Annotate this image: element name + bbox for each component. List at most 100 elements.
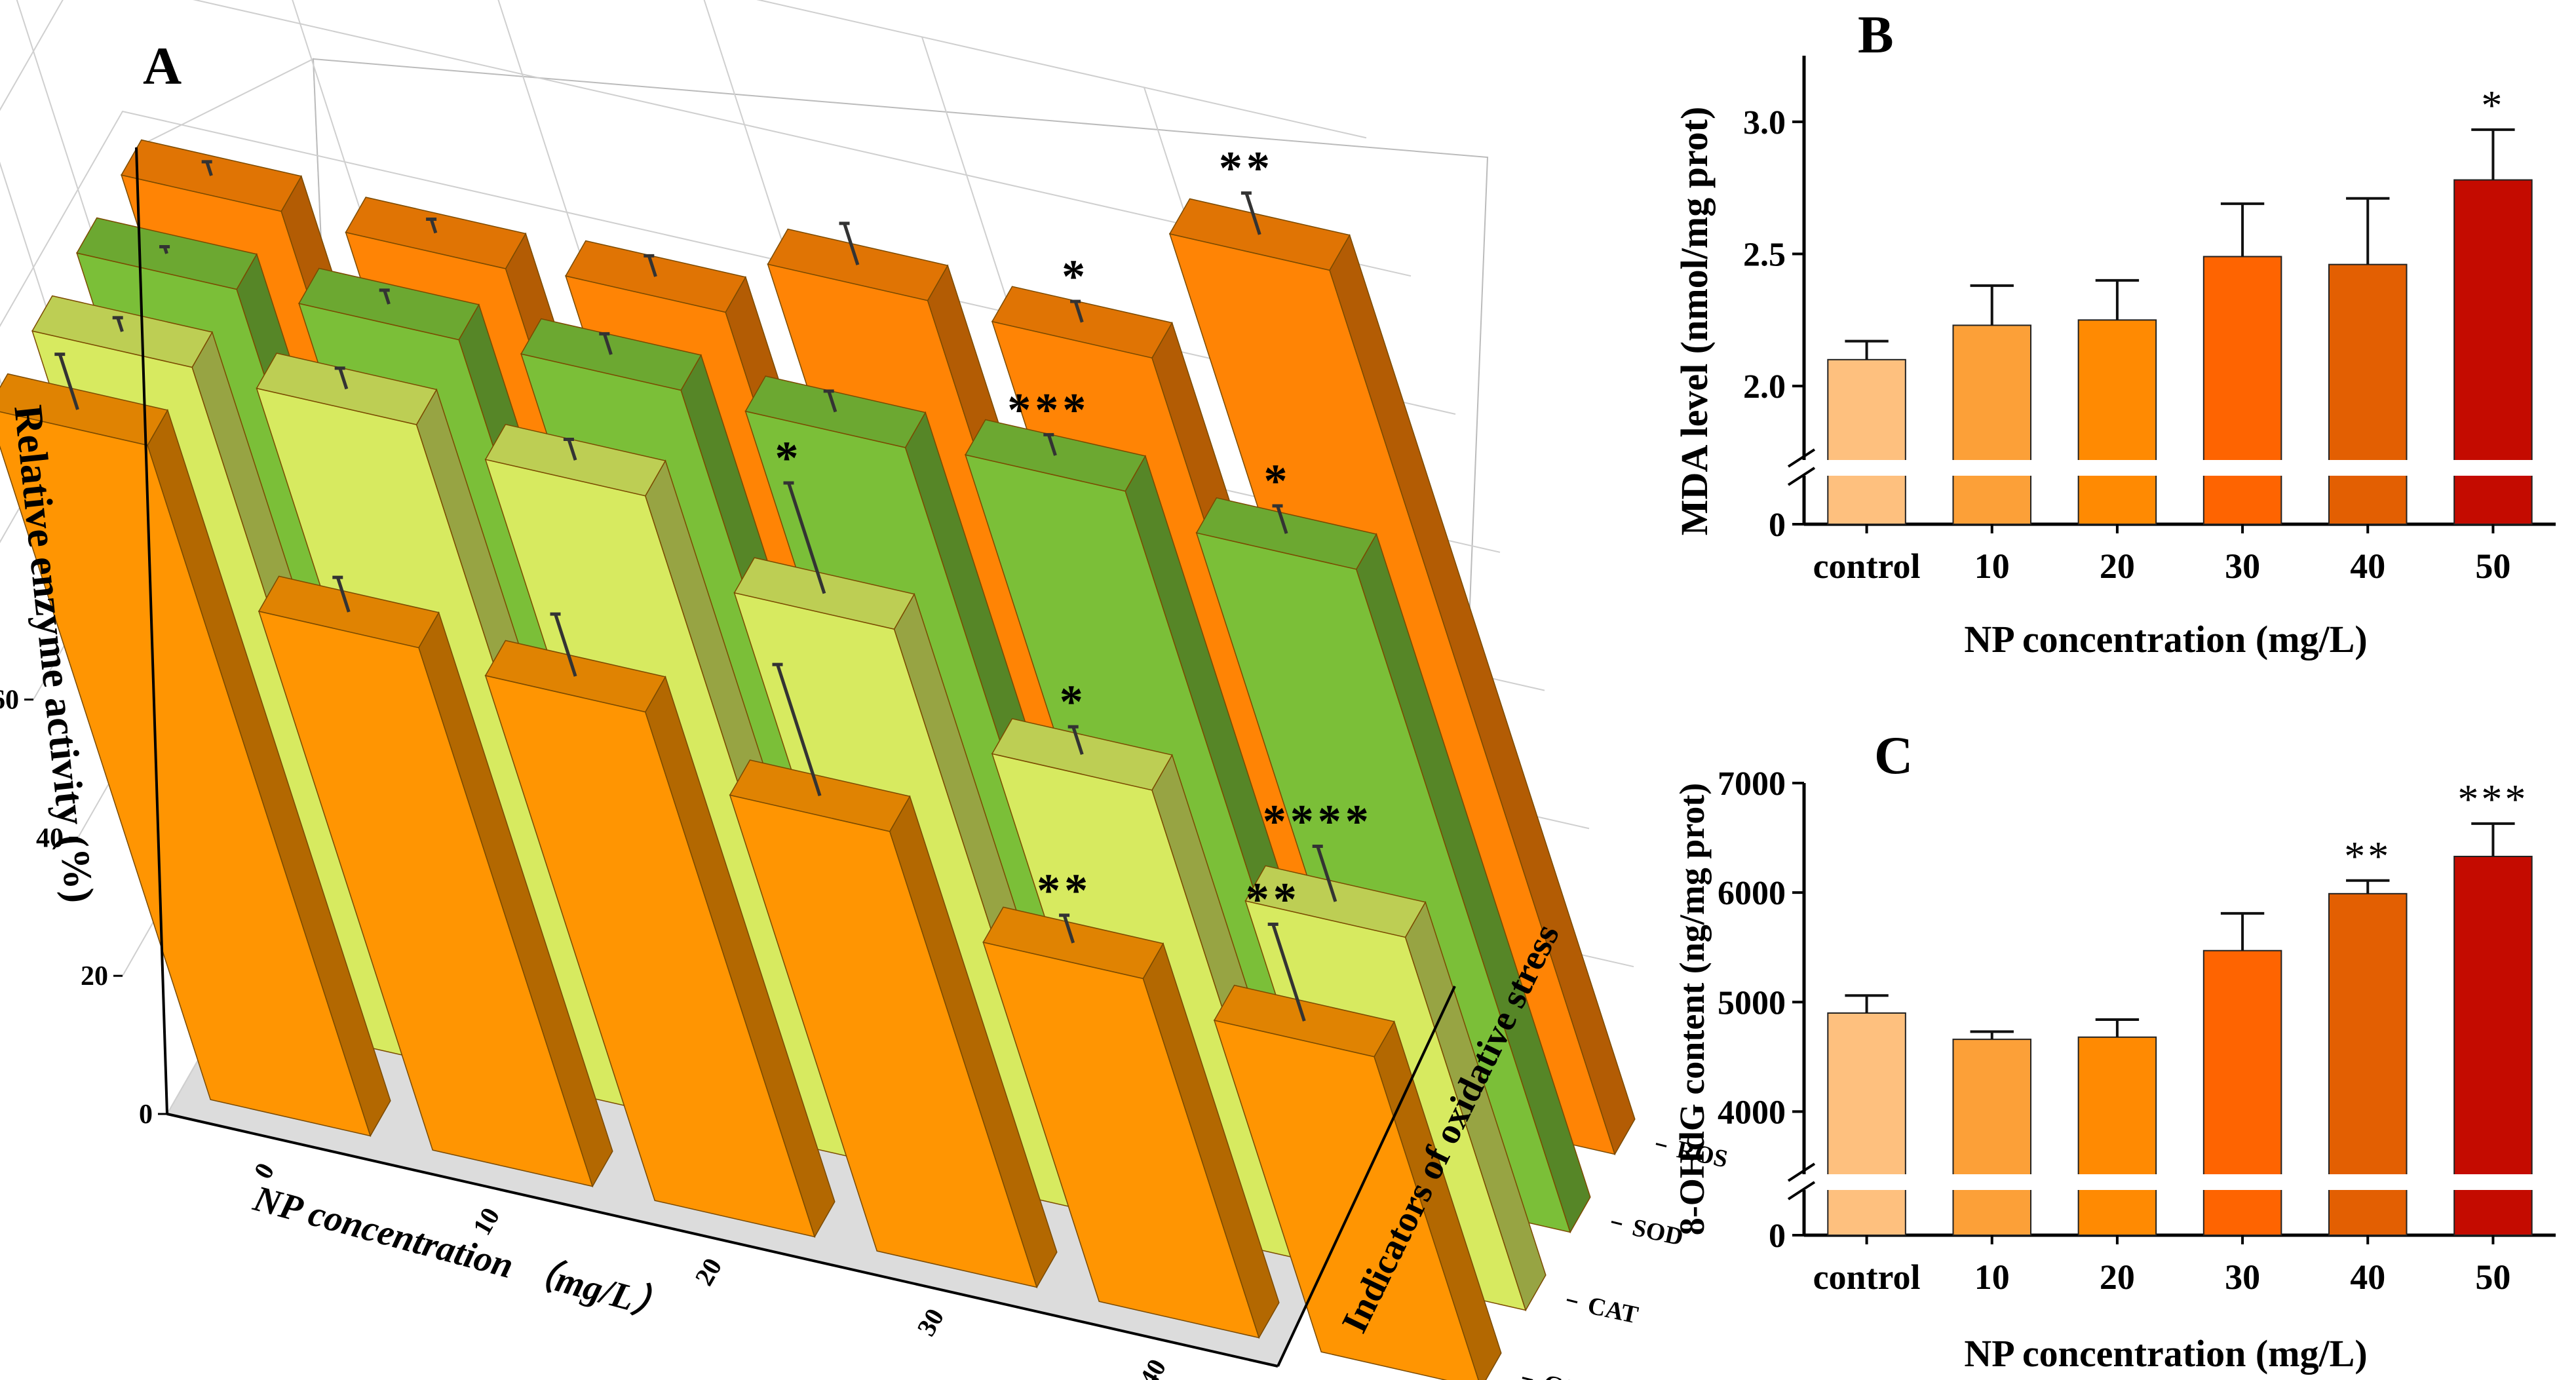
bar-top-face (0, 373, 168, 446)
significance-mark: * (1062, 250, 1089, 303)
panel-c-x-title: NP concentration (mg/L) (1964, 1332, 2367, 1375)
error-bar (1062, 914, 1075, 944)
error-bar (1271, 923, 1306, 1022)
bar-top-face (729, 759, 911, 832)
significance-mark: * (1264, 455, 1292, 507)
error-bar (567, 438, 577, 461)
significance-mark: ** (1037, 864, 1092, 917)
bar (1827, 358, 1906, 525)
bar-top-face (484, 640, 666, 713)
x-tick-label: 20 (2100, 546, 2135, 586)
panel-a-label: A (143, 36, 182, 96)
error-bar (429, 218, 438, 234)
error-bar (843, 223, 860, 265)
error-bar (1073, 301, 1084, 323)
y-tick-label: 7000 (1718, 765, 1786, 803)
bar-GSH-40: ** (982, 864, 1280, 1339)
bar-30: 30 (2202, 202, 2282, 586)
x-tick-label: control (1813, 1257, 1921, 1297)
y-tick-label: 6000 (1718, 875, 1786, 912)
bar (2328, 263, 2408, 525)
bar (1827, 1012, 1906, 1236)
x-tick-label: 30 (2225, 546, 2260, 586)
y-tick (1566, 1299, 1578, 1303)
y-tick-label: GSH (1541, 1370, 1598, 1380)
bar-40: ** 40 (2328, 833, 2408, 1297)
y-tick-label: 3.0 (1743, 104, 1786, 142)
significance-mark: ** (1246, 873, 1301, 926)
bar-GSH-50: ** (1213, 873, 1502, 1380)
error-bar (383, 290, 391, 305)
x-tick-label: control (1813, 546, 1921, 586)
bar-GSH-10 (258, 575, 613, 1188)
bar (2077, 319, 2157, 525)
significance-mark: * (2481, 82, 2505, 128)
x-tick-label: 30 (2225, 1257, 2260, 1297)
axis-break-mark (1787, 467, 1816, 486)
bars-3d: ***************** (0, 139, 1636, 1380)
y-tick-label: 5000 (1718, 984, 1786, 1022)
axis-break-mark (1787, 1162, 1816, 1182)
panel-c-y-title: 8-OHdG content (ng/mg prot) (1672, 783, 1712, 1235)
error-bar (1071, 726, 1084, 756)
error-bar (647, 255, 657, 277)
panel-a-3d-chart: ***************** 020406080100120140 010… (0, 0, 1730, 1380)
error-bar (336, 577, 351, 613)
error-bar (205, 161, 213, 176)
grid-line (756, 0, 1367, 139)
significance-mark: ** (2344, 833, 2391, 879)
bar-top-face (1195, 497, 1377, 570)
bar-GSH-30 (729, 662, 1058, 1289)
error-bar (1276, 505, 1288, 534)
x-tick-label: 30 (911, 1303, 950, 1341)
error-bar (776, 664, 822, 797)
bar-control: control (1813, 339, 1921, 586)
bar (2077, 1036, 2157, 1236)
error-bar (602, 333, 613, 355)
y-tick-label: 0 (1769, 1217, 1786, 1255)
bar-20: 20 (2077, 1018, 2157, 1297)
bar-top-face (991, 718, 1173, 791)
bar (1952, 1039, 2032, 1236)
x-tick-label: 10 (1974, 1257, 2010, 1297)
error-bar (1047, 434, 1057, 456)
bar (2202, 256, 2282, 525)
panel-b-y-title: MDA level (nmol/mg prot) (1673, 107, 1716, 536)
bar (2202, 949, 2282, 1236)
bar-top-face (258, 575, 440, 649)
axis-break-gap (1784, 1174, 2562, 1190)
y-tick (1655, 1143, 1667, 1147)
bar (2453, 855, 2533, 1236)
axes-3d (135, 147, 1456, 1368)
bar-20: 20 (2077, 278, 2157, 586)
panel-c-label: C (1874, 725, 1913, 785)
error-bar (116, 317, 124, 332)
bar-GSH-0 (0, 353, 391, 1138)
significance-mark: *** (1007, 383, 1090, 436)
bar-top-face (991, 286, 1173, 359)
z-tick-label: 20 (81, 961, 108, 991)
axis-break-mark (1787, 1181, 1816, 1200)
bar-50: * 50 (2453, 82, 2533, 586)
x-tick-label: 10 (1974, 546, 2010, 586)
y-tick-label: 0 (1769, 507, 1786, 544)
x-tick-label: 20 (2100, 1257, 2135, 1297)
bar-30: 30 (2202, 911, 2282, 1297)
axis-break-gap (1784, 460, 2562, 476)
y-tick-label: 4000 (1718, 1094, 1786, 1131)
bar-top-face (1213, 984, 1395, 1058)
error-bar (827, 391, 837, 413)
x-tick-label: 50 (2475, 1257, 2510, 1297)
x-tick-label: 40 (2350, 1257, 2385, 1297)
error-bar (1316, 845, 1337, 902)
bar-40: 40 (2328, 197, 2408, 586)
y-tick-label: 2.5 (1743, 237, 1786, 274)
error-bar (554, 613, 577, 677)
z-tick-label: 0 (139, 1100, 153, 1130)
z-tick-label: 40 (36, 823, 64, 853)
y-tick-label: CAT (1585, 1292, 1640, 1329)
bar-control: control (1813, 994, 1921, 1297)
x-tick-label: 20 (689, 1253, 727, 1290)
bar (1952, 324, 2032, 525)
